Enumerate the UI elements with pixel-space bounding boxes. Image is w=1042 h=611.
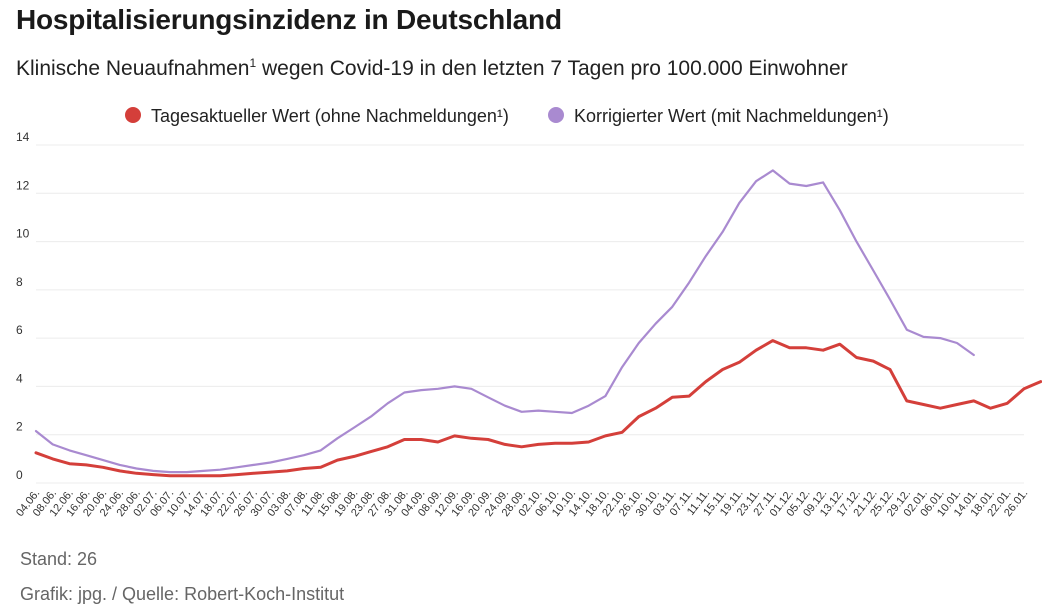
y-tick-label: 4	[16, 371, 23, 385]
legend-label-1: Tagesaktueller Wert (ohne Nachmeldungen¹…	[151, 106, 509, 126]
legend-marker-1	[125, 107, 141, 123]
source-note: Grafik: jpg. / Quelle: Robert-Koch-Insti…	[20, 584, 345, 604]
series-line-2	[34, 169, 975, 474]
chart-legend: Tagesaktueller Wert (ohne Nachmeldungen¹…	[125, 106, 889, 126]
subtitle-footnote-mark: 1	[249, 56, 257, 70]
y-tick-label: 0	[16, 468, 23, 482]
series-line-1	[34, 339, 1042, 478]
y-tick-label: 12	[16, 178, 30, 192]
subtitle-main: Klinische Neuaufnahmen	[16, 57, 250, 80]
legend-label-2: Korrigierter Wert (mit Nachmeldungen¹)	[574, 106, 889, 126]
y-tick-label: 14	[16, 130, 30, 144]
y-tick-label: 8	[16, 275, 23, 289]
y-tick-label: 2	[16, 420, 23, 434]
chart-subtitle: Klinische Neuaufnahmen1 wegen Covid-19 i…	[16, 56, 848, 81]
legend-marker-2	[548, 107, 564, 123]
stand-note: Stand: 26	[20, 549, 98, 569]
y-tick-label: 6	[16, 323, 23, 337]
y-tick-label: 10	[16, 227, 30, 241]
line-chart: Tagesaktueller Wert (ohne Nachmeldungen¹…	[14, 106, 1042, 519]
chart-title: Hospitalisierungsinzidenz in Deutschland	[16, 4, 562, 35]
subtitle-rest: wegen Covid-19 in den letzten 7 Tagen pr…	[256, 57, 848, 80]
